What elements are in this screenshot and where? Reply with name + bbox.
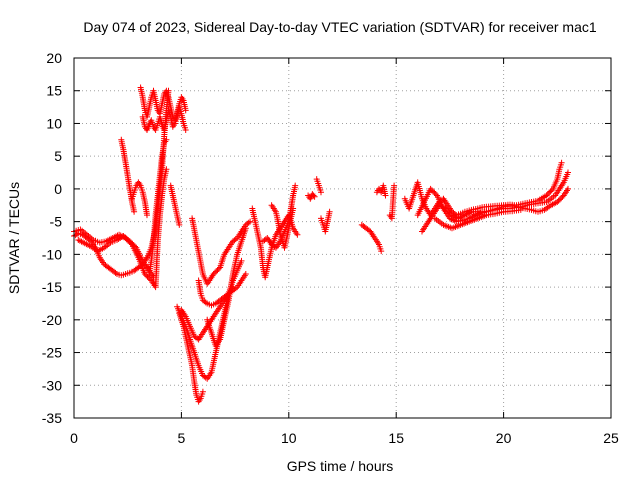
data-point-interp — [546, 189, 553, 196]
data-point — [247, 218, 254, 225]
plot-frame — [73, 57, 612, 419]
x-tick-label: 0 — [70, 430, 78, 446]
data-point — [150, 274, 157, 281]
data-point — [554, 199, 561, 205]
data-point — [163, 166, 170, 173]
data-point — [517, 206, 524, 213]
x-tick-label: 25 — [603, 430, 619, 446]
data-point — [311, 193, 318, 200]
x-axis-ticks: 0 5 10 15 20 25 — [70, 58, 619, 446]
data-point-interp — [213, 268, 220, 275]
data-point — [326, 208, 333, 215]
data-point-interp — [547, 188, 554, 195]
x-tick-label: 10 — [281, 430, 297, 446]
data-point — [176, 221, 183, 228]
data-point — [391, 182, 398, 189]
data-point — [382, 192, 389, 199]
x-tick-label: 20 — [496, 430, 512, 446]
data-point-interp — [431, 189, 438, 196]
data-point-interp — [548, 187, 555, 194]
y-tick-label: -25 — [42, 345, 62, 361]
y-tick-label: 15 — [46, 83, 62, 99]
data-point — [565, 169, 571, 176]
data-point-interp — [132, 243, 138, 250]
y-tick-label: 0 — [54, 181, 62, 197]
y-tick-label: -35 — [42, 410, 62, 426]
data-point — [182, 107, 189, 114]
data-point — [163, 136, 170, 143]
data-point — [242, 271, 249, 277]
data-point-interp — [556, 196, 563, 203]
data-point-interp — [143, 272, 150, 279]
y-tick-label: -15 — [42, 279, 62, 295]
x-tick-label: 5 — [178, 430, 186, 446]
data-point — [290, 205, 297, 212]
grid-lines — [74, 58, 611, 418]
data-point — [182, 127, 189, 133]
y-tick-label: 5 — [54, 148, 62, 164]
data-point — [144, 212, 150, 219]
x-tick-label: 15 — [388, 430, 404, 446]
data-point — [442, 205, 449, 212]
data-point-interp — [432, 191, 439, 198]
data-point — [378, 248, 385, 255]
y-tick-label: -5 — [50, 214, 63, 230]
data-point — [294, 231, 301, 238]
data-point-interp — [555, 197, 562, 204]
chart-title: Day 074 of 2023, Sidereal Day-to-day VTE… — [83, 19, 596, 35]
y-tick-label: -20 — [42, 312, 62, 328]
data-point — [292, 182, 299, 189]
data-point-interp — [443, 206, 450, 213]
data-point — [126, 238, 133, 245]
data-point — [558, 159, 565, 166]
data-point — [131, 208, 138, 215]
data-point — [238, 257, 245, 264]
y-tick-label: 20 — [46, 50, 62, 66]
data-point-interp — [215, 265, 222, 272]
data-point-interp — [310, 192, 317, 199]
y-tick-label: 10 — [46, 115, 62, 131]
y-tick-label: -10 — [42, 246, 62, 262]
data-point-interp — [445, 208, 452, 215]
y-tick-label: -30 — [42, 377, 62, 393]
data-points — [71, 84, 571, 405]
data-point-interp — [211, 269, 218, 276]
y-axis-ticks: -35 -30 -25 -20 -15 -10 -5 0 5 10 15 20 — [42, 50, 611, 426]
data-point-interp — [430, 188, 437, 195]
data-point-interp — [130, 242, 137, 249]
data-point-interp — [544, 191, 551, 198]
data-point-interp — [214, 267, 221, 274]
data-point — [199, 388, 206, 395]
x-axis-label: GPS time / hours — [287, 458, 394, 474]
data-point-interp — [129, 240, 136, 247]
data-point — [565, 185, 571, 192]
data-point-interp — [128, 239, 135, 246]
data-point — [318, 189, 324, 196]
y-axis-label: SDTVAR / TECUs — [6, 182, 22, 294]
data-point-interp — [245, 219, 252, 226]
data-point — [210, 271, 217, 277]
